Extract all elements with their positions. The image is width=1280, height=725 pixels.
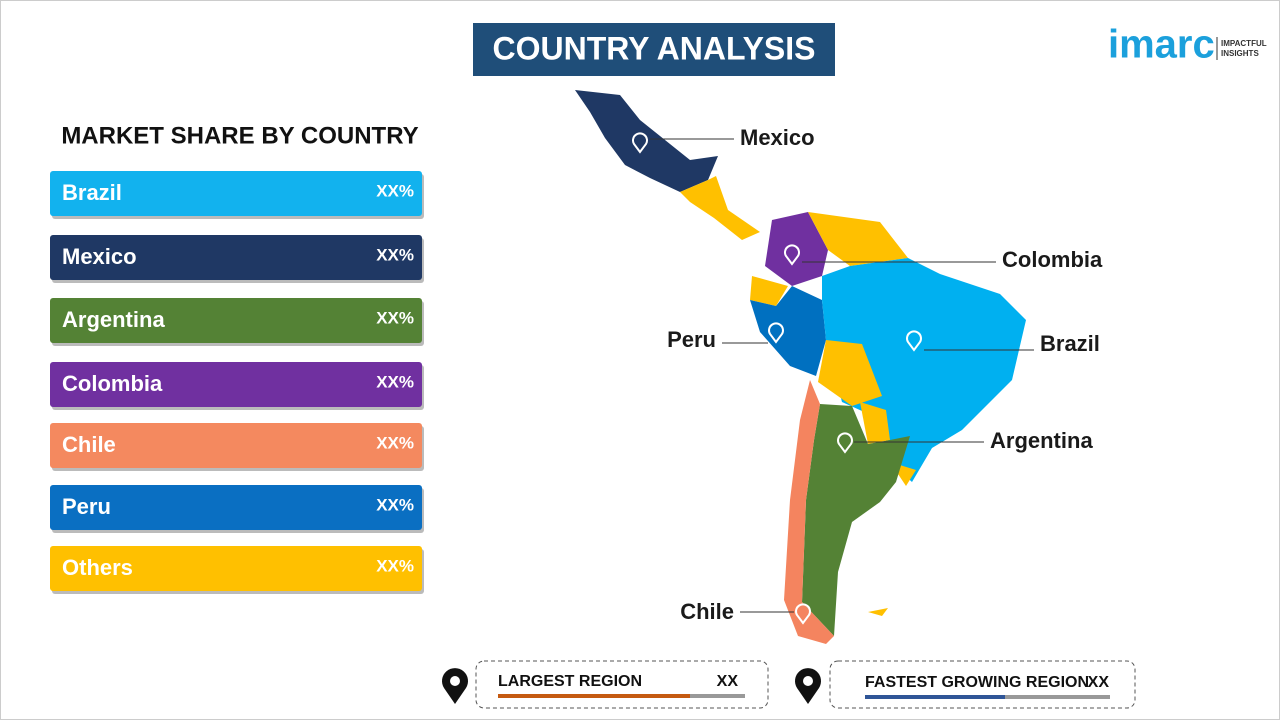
footer: LARGEST REGION XX FASTEST GROWING REGION… — [442, 660, 1136, 709]
paraguay — [860, 402, 890, 444]
map-label: Argentina — [990, 428, 1093, 453]
falklands — [868, 608, 888, 616]
logo: imarc — [1108, 23, 1215, 67]
share-value: XX% — [376, 556, 414, 575]
share-bar — [50, 423, 422, 468]
map-pins: Mexico Colombia Peru Brazil Argentina Ch… — [632, 125, 1103, 625]
title-banner — [473, 23, 835, 76]
brazil — [822, 258, 1026, 482]
region-label: FASTEST GROWING REGION — [865, 674, 1089, 691]
region-value: XX — [717, 673, 739, 690]
share-value: XX% — [376, 433, 414, 452]
logo-tagline: IMPACTFUL — [1221, 39, 1267, 48]
pin-icon-hole — [803, 676, 813, 686]
peru — [750, 286, 826, 376]
bolivia — [818, 340, 882, 406]
section-title: MARKET SHARE BY COUNTRY — [61, 122, 418, 149]
ecuador — [750, 276, 788, 306]
map-label: Colombia — [1002, 247, 1103, 272]
country-name: Colombia — [62, 371, 163, 396]
share-value: XX% — [376, 495, 414, 514]
country-name: Brazil — [62, 180, 122, 205]
share-value: XX% — [376, 372, 414, 391]
share-bar — [50, 298, 422, 343]
map-label: Brazil — [1040, 331, 1100, 356]
pin — [768, 322, 784, 344]
pin — [784, 244, 800, 266]
region-box — [475, 660, 769, 709]
region-box — [829, 660, 1136, 709]
venezuela — [808, 212, 908, 266]
argentina — [802, 404, 910, 636]
map-label: Chile — [680, 599, 734, 624]
logo-tagline: INSIGHTS — [1221, 49, 1259, 58]
central-america — [680, 176, 760, 240]
pin-icon-hole — [450, 676, 460, 686]
country-name: Peru — [62, 494, 111, 519]
share-bar — [50, 235, 422, 280]
pin-icon — [795, 668, 821, 704]
country-name: Others — [62, 555, 133, 580]
share-bar — [50, 485, 422, 530]
share-value: XX% — [376, 245, 414, 264]
pin — [795, 603, 811, 625]
country-name: Argentina — [62, 307, 165, 332]
colombia — [765, 212, 828, 286]
title: COUNTRY ANALYSIS — [492, 30, 815, 66]
pin — [906, 330, 922, 352]
country-name: Mexico — [62, 244, 137, 269]
pin — [837, 432, 853, 454]
map-label: Mexico — [740, 125, 815, 150]
region-value: XX — [1088, 674, 1110, 691]
chile — [784, 380, 834, 644]
region-label: LARGEST REGION — [498, 673, 642, 690]
share-list: Brazil XX% Mexico XX% Argentina XX% Colombia XX… — [50, 171, 424, 594]
country-name: Chile — [62, 432, 116, 457]
share-bar — [50, 171, 422, 216]
share-bar — [50, 546, 422, 591]
share-value: XX% — [376, 181, 414, 200]
map-label: Peru — [667, 327, 716, 352]
share-bar — [50, 362, 422, 407]
pin — [632, 132, 648, 154]
share-value: XX% — [376, 308, 414, 327]
pin-icon — [442, 668, 469, 704]
